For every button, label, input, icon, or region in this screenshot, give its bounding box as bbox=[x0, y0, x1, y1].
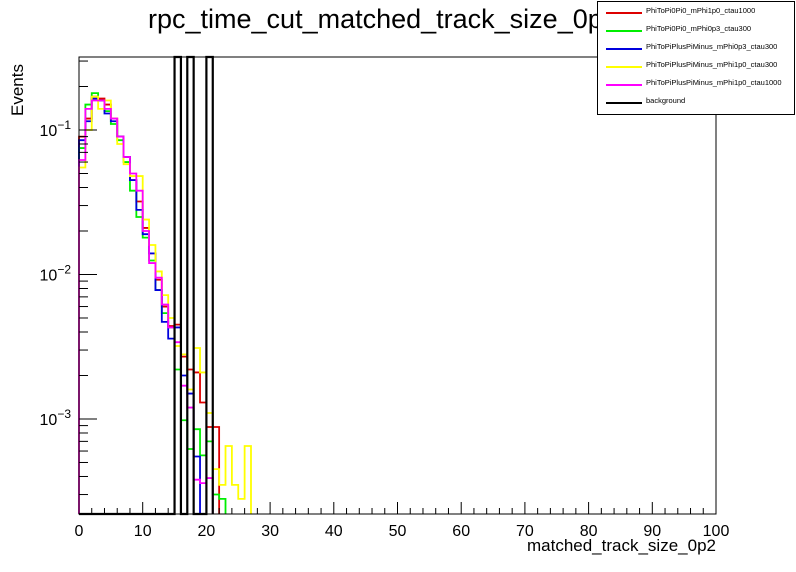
legend-swatch bbox=[606, 102, 642, 104]
x-tick-label: 60 bbox=[452, 523, 470, 540]
legend-entry: PhiToPi0Pi0_mPhi1p0_ctau1000 bbox=[598, 4, 794, 20]
y-axis-label: Events bbox=[8, 64, 27, 116]
legend-entry: PhiToPiPlusPiMinus_mPhi1p0_ctau300 bbox=[598, 58, 794, 74]
histogram-series-0 bbox=[78, 95, 221, 514]
x-tick-label: 50 bbox=[389, 523, 407, 540]
x-tick-label: 70 bbox=[516, 523, 534, 540]
legend: PhiToPi0Pi0_mPhi1p0_ctau1000 PhiToPi0Pi0… bbox=[597, 1, 795, 115]
y-tick-label: 10−3 bbox=[40, 407, 72, 429]
x-tick-label: 100 bbox=[703, 523, 730, 540]
legend-entry: PhiToPiPlusPiMinus_mPhi1p0_ctau1000 bbox=[598, 76, 794, 92]
x-tick-label: 40 bbox=[325, 523, 343, 540]
x-tick-label: 90 bbox=[643, 523, 661, 540]
y-tick-label: 10−2 bbox=[40, 262, 72, 284]
legend-entry: PhiToPi0Pi0_mPhi0p3_ctau300 bbox=[598, 22, 794, 38]
y-tick-label: 10−1 bbox=[40, 118, 72, 140]
x-tick-label: 20 bbox=[198, 523, 216, 540]
legend-label: PhiToPiPlusPiMinus_mPhi1p0_ctau1000 bbox=[646, 78, 782, 87]
legend-swatch bbox=[606, 84, 642, 86]
chart-title: rpc_time_cut_matched_track_size_0p2_0 bbox=[148, 4, 648, 34]
legend-label: PhiToPiPlusPiMinus_mPhi1p0_ctau300 bbox=[646, 60, 778, 69]
x-tick-label: 10 bbox=[134, 523, 152, 540]
x-tick-label: 0 bbox=[75, 523, 84, 540]
legend-entry: background bbox=[598, 94, 794, 110]
legend-swatch bbox=[606, 48, 642, 50]
legend-label: background bbox=[646, 96, 686, 105]
legend-swatch bbox=[606, 12, 642, 14]
legend-label: PhiToPi0Pi0_mPhi0p3_ctau300 bbox=[646, 24, 752, 33]
x-tick-label: 30 bbox=[261, 523, 279, 540]
histogram-series-5 bbox=[79, 55, 214, 516]
legend-swatch bbox=[606, 66, 642, 68]
legend-swatch bbox=[606, 30, 642, 32]
legend-entry: PhiToPiPlusPiMinus_mPhi0p3_ctau300 bbox=[598, 40, 794, 56]
x-axis-label: matched_track_size_0p2 bbox=[526, 536, 716, 555]
histogram-series-1 bbox=[78, 92, 227, 514]
legend-label: PhiToPiPlusPiMinus_mPhi0p3_ctau300 bbox=[646, 42, 778, 51]
x-tick-label: 80 bbox=[580, 523, 598, 540]
legend-label: PhiToPi0Pi0_mPhi1p0_ctau1000 bbox=[646, 6, 756, 15]
